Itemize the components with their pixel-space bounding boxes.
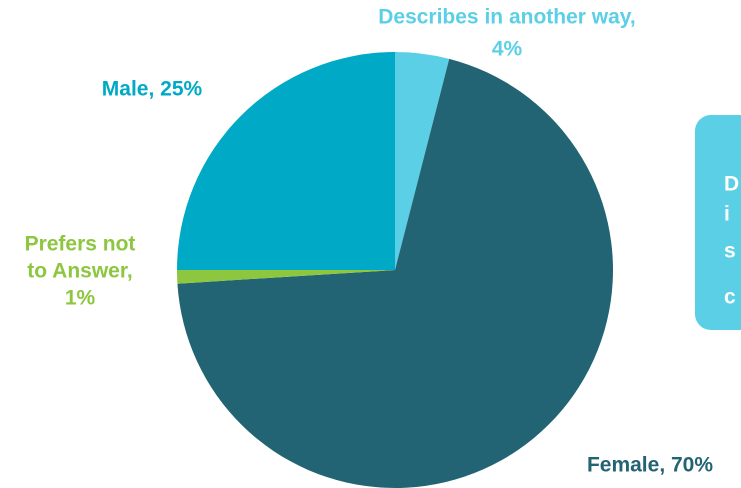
data-label: 4%	[492, 38, 523, 61]
callout-text: D	[724, 173, 739, 196]
data-label: to Answer,	[27, 260, 132, 283]
callout-text: s	[724, 240, 736, 263]
data-label: 1%	[65, 287, 96, 310]
data-label: Female, 70%	[587, 454, 713, 477]
pie-slice	[177, 52, 395, 270]
pie-slice	[395, 52, 450, 270]
data-label: Male, 25%	[102, 78, 203, 101]
callout-text: c	[724, 286, 736, 309]
pie-slice	[177, 58, 613, 488]
data-label: Describes in another way,	[378, 6, 636, 29]
data-label: Prefers not	[25, 233, 136, 256]
callout-box	[695, 115, 741, 330]
callout-text: i	[724, 203, 730, 226]
pie-slice	[177, 270, 395, 284]
